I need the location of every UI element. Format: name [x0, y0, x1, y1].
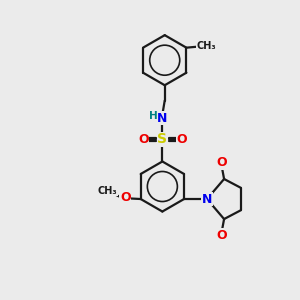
Text: N: N [157, 112, 168, 125]
Text: H: H [148, 111, 157, 122]
Text: CH₃: CH₃ [196, 41, 216, 51]
Text: O: O [176, 133, 187, 146]
Text: O: O [120, 191, 131, 204]
Text: O: O [216, 156, 227, 169]
Text: O: O [138, 133, 148, 146]
Text: CH₃: CH₃ [98, 186, 118, 196]
Text: S: S [158, 132, 167, 146]
Text: N: N [202, 193, 212, 206]
Text: O: O [216, 229, 227, 242]
